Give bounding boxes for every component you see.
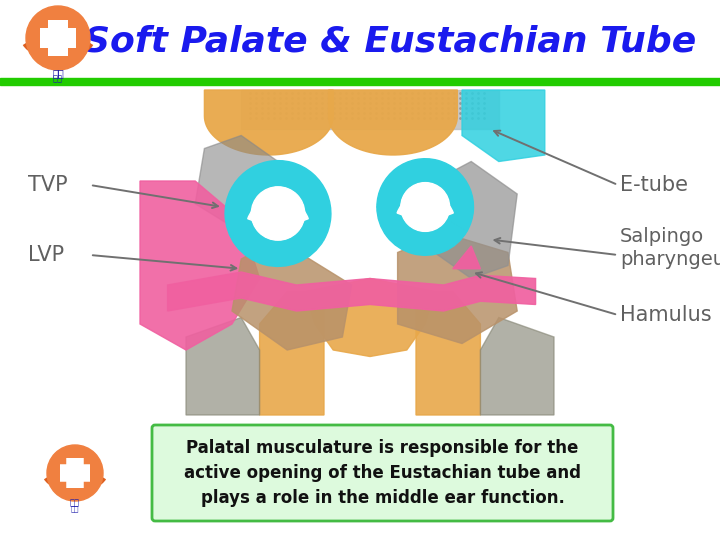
Text: TVP: TVP: [28, 175, 68, 195]
Polygon shape: [328, 90, 457, 155]
Text: Hamulus: Hamulus: [620, 305, 711, 325]
Bar: [0, 0, 720, 78]
Bar: [241, 90, 499, 129]
Text: 長庚: 長庚: [70, 498, 80, 507]
Circle shape: [47, 445, 103, 501]
Polygon shape: [305, 279, 434, 356]
Polygon shape: [453, 246, 480, 269]
Text: 長庚: 長庚: [52, 68, 64, 78]
Text: 高雄: 高雄: [53, 74, 63, 83]
Polygon shape: [232, 240, 351, 350]
Text: Salpingo
pharyngeus: Salpingo pharyngeus: [620, 227, 720, 269]
Polygon shape: [434, 161, 517, 279]
Wedge shape: [377, 159, 474, 231]
Wedge shape: [225, 213, 324, 266]
Polygon shape: [480, 318, 554, 415]
Polygon shape: [186, 318, 260, 415]
Text: Palatal musculature is responsible for the
active opening of the Eustachian tube: Palatal musculature is responsible for t…: [184, 439, 581, 507]
Polygon shape: [140, 181, 260, 350]
Polygon shape: [204, 90, 333, 155]
Bar: [0, 83, 720, 85]
Text: 高雄: 高雄: [71, 505, 79, 511]
Text: E-tube: E-tube: [620, 175, 688, 195]
Polygon shape: [462, 90, 545, 161]
Polygon shape: [260, 292, 324, 415]
Wedge shape: [397, 193, 454, 223]
Polygon shape: [397, 233, 517, 343]
Wedge shape: [377, 207, 467, 255]
Polygon shape: [416, 292, 480, 415]
Text: Soft Palate & Eustachian Tube: Soft Palate & Eustachian Tube: [84, 25, 696, 59]
Polygon shape: [168, 272, 536, 311]
FancyBboxPatch shape: [152, 425, 613, 521]
Circle shape: [401, 183, 449, 231]
Wedge shape: [248, 198, 308, 230]
Polygon shape: [195, 136, 278, 226]
Wedge shape: [225, 160, 331, 240]
Bar: [0, 78, 720, 83]
Text: LVP: LVP: [28, 245, 64, 265]
Circle shape: [26, 6, 90, 70]
Circle shape: [251, 187, 305, 240]
